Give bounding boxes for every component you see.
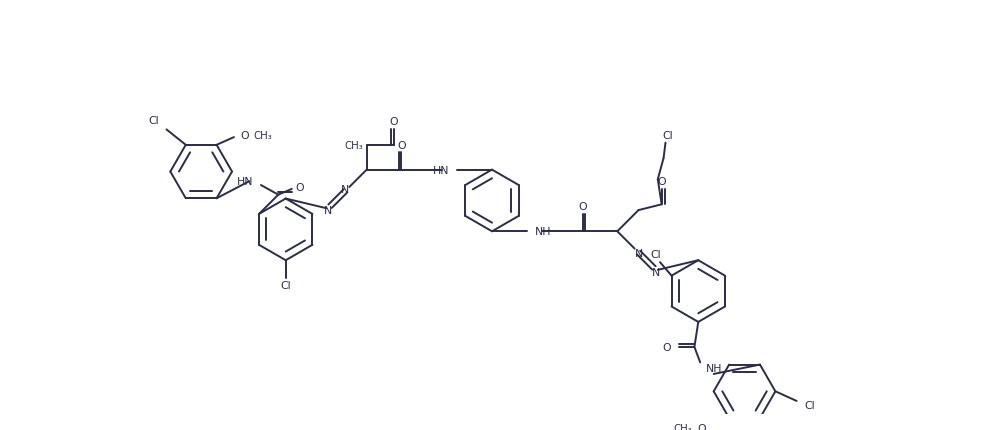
Text: O: O bbox=[698, 423, 706, 430]
Text: O: O bbox=[579, 202, 586, 212]
Text: O: O bbox=[398, 140, 405, 150]
Text: CH₃: CH₃ bbox=[253, 131, 272, 141]
Text: CH₃: CH₃ bbox=[674, 423, 693, 430]
Text: HN: HN bbox=[237, 177, 253, 187]
Text: O: O bbox=[662, 342, 671, 352]
Text: N: N bbox=[324, 206, 333, 215]
Text: N: N bbox=[341, 184, 349, 194]
Text: O: O bbox=[241, 131, 249, 141]
Text: Cl: Cl bbox=[662, 131, 673, 141]
Text: CH₃: CH₃ bbox=[344, 140, 363, 150]
Text: NH: NH bbox=[534, 227, 551, 237]
Text: Cl: Cl bbox=[280, 281, 291, 291]
Text: HN: HN bbox=[433, 165, 450, 175]
Text: Cl: Cl bbox=[804, 400, 815, 410]
Text: O: O bbox=[390, 117, 398, 127]
Text: NH: NH bbox=[706, 363, 722, 373]
Text: N: N bbox=[651, 267, 660, 277]
Text: O: O bbox=[657, 177, 666, 187]
Text: Cl: Cl bbox=[149, 116, 158, 126]
Text: N: N bbox=[635, 248, 643, 258]
Text: Cl: Cl bbox=[650, 250, 661, 260]
Text: O: O bbox=[295, 183, 304, 193]
